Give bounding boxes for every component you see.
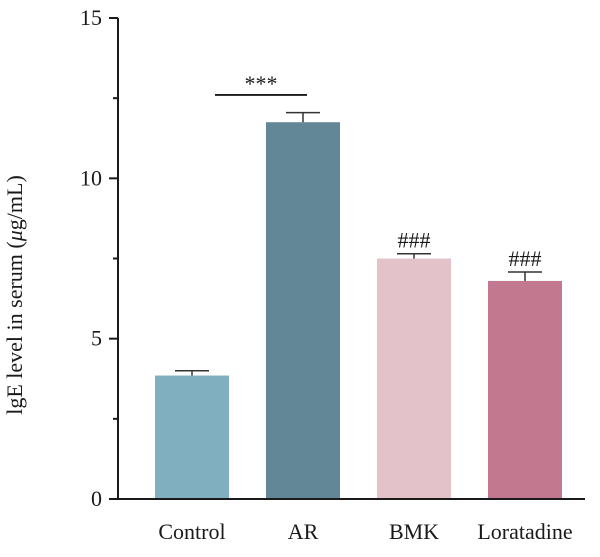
y-tick-label: 5 xyxy=(91,326,102,351)
y-axis-title-mu: μ xyxy=(2,230,27,242)
y-tick-label: 15 xyxy=(80,5,102,30)
x-category-label: AR xyxy=(288,519,319,544)
y-tick-label: 10 xyxy=(80,165,102,190)
bar-control xyxy=(155,375,229,499)
x-category-label: BMK xyxy=(389,519,439,544)
y-ticks-layer: 0 5 10 15 xyxy=(80,5,118,511)
y-axis-title: lgE level in serum (μg/mL) xyxy=(2,175,27,415)
bar-bmk xyxy=(377,258,451,499)
bars-layer xyxy=(155,122,562,499)
x-ticks-layer: Control AR BMK Loratadine xyxy=(158,519,572,544)
y-tick-label: 0 xyxy=(91,486,102,511)
significance-label: ### xyxy=(398,228,431,253)
bar-loratadine xyxy=(488,280,562,499)
x-category-label: Control xyxy=(158,519,225,544)
bar-ar xyxy=(266,122,340,499)
significance-label: *** xyxy=(245,71,278,96)
annotations-layer: *** ### ### xyxy=(215,71,542,271)
significance-label: ### xyxy=(509,246,542,271)
error-bars-layer xyxy=(175,111,542,376)
x-category-label: Loratadine xyxy=(477,519,572,544)
y-axis-title-prefix: lgE level in serum ( xyxy=(2,241,27,415)
y-axis-title-unit: g/mL) xyxy=(2,175,27,230)
